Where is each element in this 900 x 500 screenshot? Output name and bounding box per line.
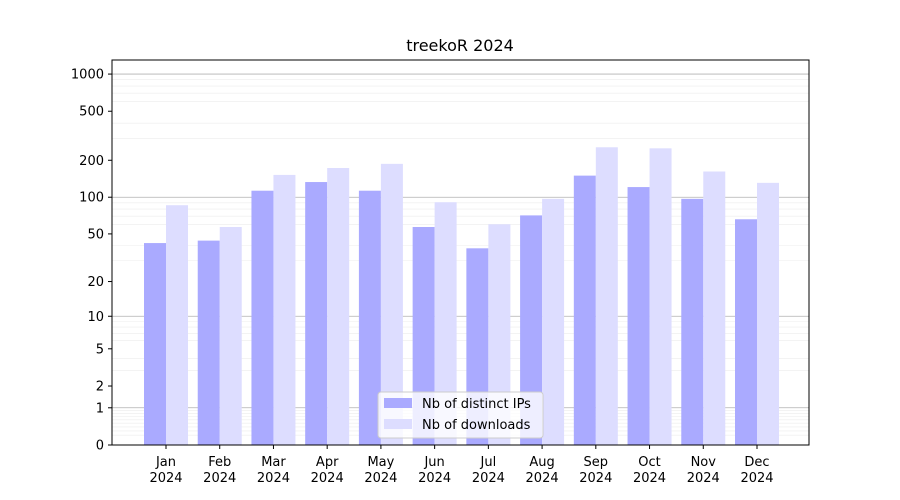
bar-distinct-ips: [412, 226, 435, 445]
y-tick-label: 50: [87, 227, 104, 242]
chart-title: treekoR 2024: [406, 36, 514, 55]
plot-frame: [111, 59, 810, 446]
x-tick-label: Sep 2024: [579, 455, 612, 486]
y-tick-label: 20: [87, 275, 104, 290]
bar-downloads: [703, 171, 726, 445]
x-tick-label: May 2024: [364, 455, 397, 486]
y-tick-label: 1000: [71, 68, 104, 83]
legend-swatch: [384, 398, 412, 408]
legend: Nb of distinct IPs Nb of downloads: [377, 391, 544, 439]
y-tick-label: 100: [79, 191, 104, 206]
legend-label: Nb of downloads: [422, 418, 531, 433]
legend-label: Nb of distinct IPs: [422, 397, 531, 412]
bar-downloads: [649, 148, 672, 445]
y-tick-label: 1: [96, 401, 104, 416]
y-tick-label: 5: [96, 342, 104, 357]
legend-swatch: [384, 419, 412, 429]
x-tick-label: Nov 2024: [687, 455, 720, 486]
bar-distinct-ips: [197, 240, 220, 445]
bar-distinct-ips: [251, 190, 274, 445]
bar-downloads: [757, 182, 779, 445]
bar-downloads: [380, 163, 403, 446]
x-tick-label: Jan 2024: [149, 455, 182, 486]
x-tick-label: Feb 2024: [203, 455, 236, 486]
x-tick-label: Mar 2024: [257, 455, 290, 486]
x-tick-label: Oct 2024: [633, 455, 666, 486]
bar-downloads: [434, 202, 457, 445]
ticks-layer: 0 1 2 5 10 20 50 100 200 500 1000 Jan 2024 Feb 2024 Mar…: [71, 68, 774, 486]
bar-distinct-ips: [627, 187, 650, 446]
bar-distinct-ips: [520, 215, 543, 445]
y-tick-label: 200: [79, 154, 104, 169]
legend-box: [377, 391, 544, 439]
bar-downloads: [166, 205, 188, 445]
y-tick-label: 500: [79, 105, 104, 120]
bar-downloads: [219, 226, 242, 445]
bar-downloads: [542, 198, 565, 445]
bar-distinct-ips: [305, 182, 328, 445]
bar-distinct-ips: [573, 175, 596, 446]
bar-distinct-ips: [144, 243, 166, 445]
bar-distinct-ips: [735, 219, 757, 445]
bar-distinct-ips: [358, 190, 381, 445]
bar-downloads: [595, 147, 618, 445]
y-tick-label: 10: [87, 310, 104, 325]
bar-downloads: [327, 168, 350, 445]
y-tick-label: 2: [96, 380, 104, 395]
x-tick-label: Dec 2024: [740, 455, 773, 486]
bar-distinct-ips: [681, 198, 704, 445]
x-tick-label: Apr 2024: [311, 455, 344, 486]
x-tick-label: Jun 2024: [418, 455, 451, 486]
x-tick-label: Aug 2024: [526, 455, 559, 486]
bar-downloads: [488, 224, 511, 445]
x-tick-label: Jul 2024: [472, 455, 505, 486]
y-tick-label: 0: [96, 439, 104, 454]
bars-layer: [144, 147, 779, 446]
bar-downloads: [273, 174, 296, 445]
